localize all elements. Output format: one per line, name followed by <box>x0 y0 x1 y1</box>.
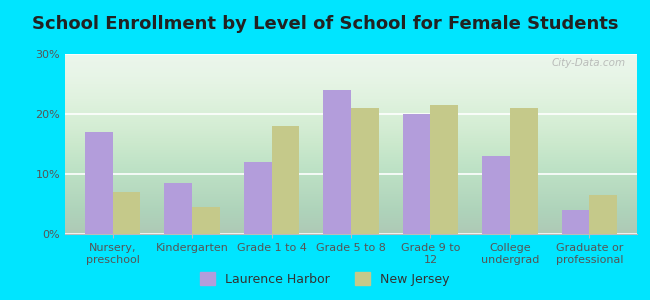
Bar <box>244 162 272 234</box>
Bar <box>590 195 617 234</box>
Bar <box>430 105 458 234</box>
Bar <box>402 114 430 234</box>
Bar <box>510 108 538 234</box>
Bar <box>164 183 192 234</box>
Legend: Laurence Harbor, New Jersey: Laurence Harbor, New Jersey <box>196 267 454 291</box>
Bar <box>323 90 351 234</box>
Text: City-Data.com: City-Data.com <box>551 58 625 68</box>
Bar <box>192 207 220 234</box>
Text: School Enrollment by Level of School for Female Students: School Enrollment by Level of School for… <box>32 15 618 33</box>
Bar <box>482 156 510 234</box>
Bar <box>351 108 379 234</box>
Bar <box>85 132 112 234</box>
Bar <box>562 210 590 234</box>
Bar <box>112 192 140 234</box>
Bar <box>272 126 300 234</box>
